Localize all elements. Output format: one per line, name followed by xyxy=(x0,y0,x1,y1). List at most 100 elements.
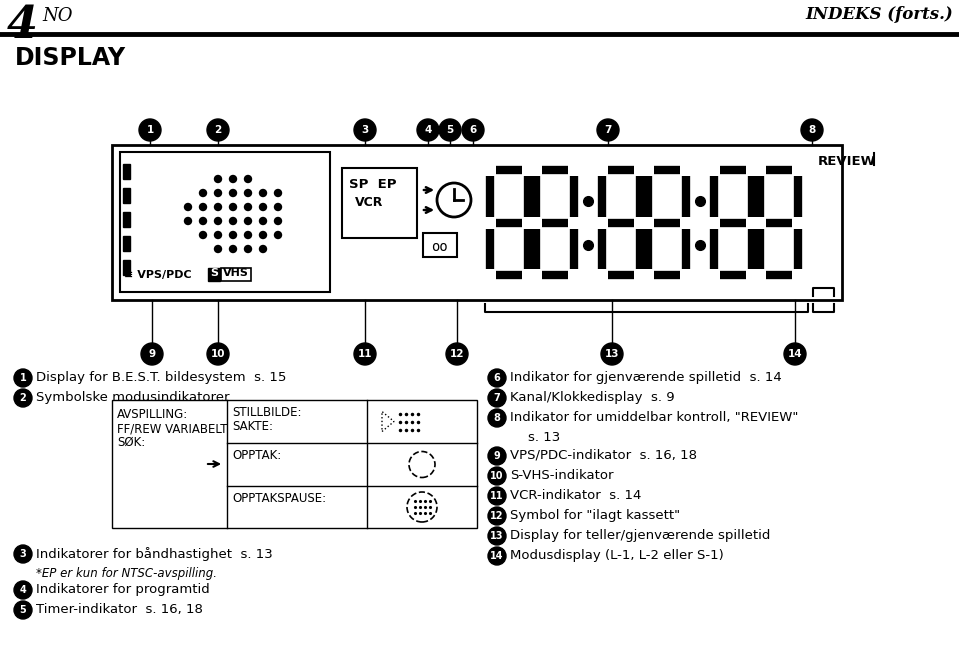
Circle shape xyxy=(14,545,32,563)
Circle shape xyxy=(215,204,222,210)
Circle shape xyxy=(462,119,484,141)
Circle shape xyxy=(417,119,439,141)
Bar xyxy=(342,168,417,238)
Text: 4: 4 xyxy=(19,585,27,595)
Text: S: S xyxy=(210,268,218,278)
Circle shape xyxy=(215,175,222,183)
Text: Indikatorer for båndhastighet  s. 13: Indikatorer for båndhastighet s. 13 xyxy=(36,547,272,561)
Text: 3: 3 xyxy=(19,549,27,559)
Text: SP  EP: SP EP xyxy=(349,178,396,191)
Text: 13: 13 xyxy=(605,349,620,359)
Circle shape xyxy=(260,204,267,210)
Circle shape xyxy=(488,467,506,485)
Text: REVIEW: REVIEW xyxy=(818,155,877,168)
Text: 9: 9 xyxy=(494,451,501,461)
Text: Modusdisplay (L-1, L-2 eller S-1): Modusdisplay (L-1, L-2 eller S-1) xyxy=(510,549,724,562)
Text: 4: 4 xyxy=(7,4,38,47)
Text: 5: 5 xyxy=(19,605,27,615)
Circle shape xyxy=(245,217,251,225)
Text: 10: 10 xyxy=(211,349,225,359)
Circle shape xyxy=(229,204,237,210)
Circle shape xyxy=(229,175,237,183)
Circle shape xyxy=(488,409,506,427)
Bar xyxy=(123,188,130,203)
Text: 3: 3 xyxy=(362,125,368,135)
Text: DISPLAY: DISPLAY xyxy=(15,46,127,70)
Circle shape xyxy=(139,119,161,141)
Circle shape xyxy=(229,231,237,239)
Text: s. 13: s. 13 xyxy=(528,431,560,444)
Text: Indikator for umiddelbar kontroll, "REVIEW": Indikator for umiddelbar kontroll, "REVI… xyxy=(510,411,799,424)
Circle shape xyxy=(488,507,506,525)
Circle shape xyxy=(245,175,251,183)
Circle shape xyxy=(488,447,506,465)
Text: 6: 6 xyxy=(469,125,477,135)
Bar xyxy=(123,260,130,275)
Circle shape xyxy=(215,246,222,252)
Text: OPPTAK:: OPPTAK: xyxy=(232,449,281,462)
Circle shape xyxy=(229,246,237,252)
Circle shape xyxy=(488,389,506,407)
Text: SAKTE:: SAKTE: xyxy=(232,420,273,433)
Text: 7: 7 xyxy=(494,393,501,403)
Text: *EP er kun for NTSC-avspilling.: *EP er kun for NTSC-avspilling. xyxy=(36,567,217,580)
Text: Symbolske modusindikatorer: Symbolske modusindikatorer xyxy=(36,391,229,404)
Circle shape xyxy=(784,343,806,365)
Text: VHS: VHS xyxy=(223,268,249,278)
Text: VCR-indikator  s. 14: VCR-indikator s. 14 xyxy=(510,489,642,502)
Circle shape xyxy=(260,217,267,225)
Text: 9: 9 xyxy=(149,349,155,359)
Bar xyxy=(423,233,457,257)
Text: 11: 11 xyxy=(358,349,372,359)
Bar xyxy=(123,164,130,179)
Circle shape xyxy=(141,343,163,365)
Circle shape xyxy=(245,231,251,239)
Bar xyxy=(208,268,220,281)
Circle shape xyxy=(199,204,206,210)
Text: ≡ VPS/PDC: ≡ VPS/PDC xyxy=(124,270,192,280)
Text: Indikatorer for programtid: Indikatorer for programtid xyxy=(36,583,210,596)
Text: 2: 2 xyxy=(19,393,27,403)
Circle shape xyxy=(274,217,282,225)
Circle shape xyxy=(488,487,506,505)
Circle shape xyxy=(274,204,282,210)
Text: S-VHS-indikator: S-VHS-indikator xyxy=(510,469,614,482)
Text: 11: 11 xyxy=(490,491,503,501)
Text: 6: 6 xyxy=(494,373,501,383)
Text: SØK:: SØK: xyxy=(117,436,145,449)
Circle shape xyxy=(488,527,506,545)
Text: 12: 12 xyxy=(450,349,464,359)
Circle shape xyxy=(184,204,192,210)
Text: Display for teller/gjenværende spilletid: Display for teller/gjenværende spilletid xyxy=(510,529,770,542)
Text: 10: 10 xyxy=(490,471,503,481)
Text: STILLBILDE:: STILLBILDE: xyxy=(232,406,301,419)
Bar xyxy=(112,400,477,528)
Text: 14: 14 xyxy=(490,551,503,561)
Circle shape xyxy=(260,190,267,196)
Text: Timer-indikator  s. 16, 18: Timer-indikator s. 16, 18 xyxy=(36,603,203,616)
Bar xyxy=(123,212,130,227)
Circle shape xyxy=(260,231,267,239)
Text: 4: 4 xyxy=(424,125,432,135)
Text: 14: 14 xyxy=(787,349,803,359)
Circle shape xyxy=(245,246,251,252)
Circle shape xyxy=(245,190,251,196)
Circle shape xyxy=(215,217,222,225)
Circle shape xyxy=(274,231,282,239)
Circle shape xyxy=(274,190,282,196)
Circle shape xyxy=(14,369,32,387)
Circle shape xyxy=(215,231,222,239)
Circle shape xyxy=(354,119,376,141)
Circle shape xyxy=(801,119,823,141)
Circle shape xyxy=(199,231,206,239)
Text: Indikator for gjenværende spilletid  s. 14: Indikator for gjenværende spilletid s. 1… xyxy=(510,371,782,384)
Circle shape xyxy=(260,246,267,252)
Text: Display for B.E.S.T. bildesystem  s. 15: Display for B.E.S.T. bildesystem s. 15 xyxy=(36,371,287,384)
Text: 12: 12 xyxy=(490,511,503,521)
Circle shape xyxy=(488,547,506,565)
Text: 1: 1 xyxy=(19,373,27,383)
Bar xyxy=(120,152,330,292)
Circle shape xyxy=(215,190,222,196)
Bar xyxy=(123,236,130,251)
Circle shape xyxy=(199,217,206,225)
